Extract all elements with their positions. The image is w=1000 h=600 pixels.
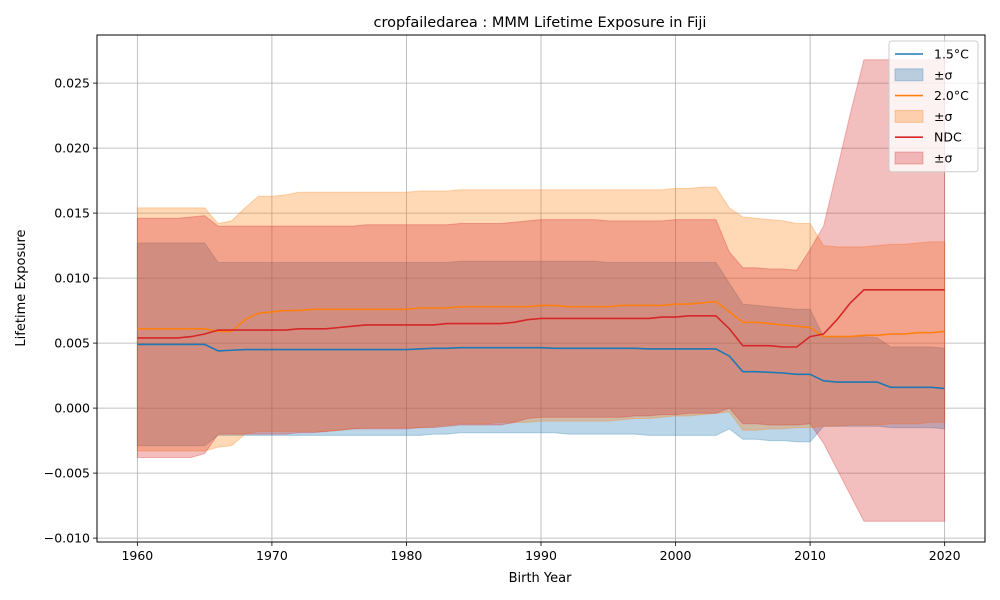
legend-box <box>888 40 979 173</box>
legend-band-swatch <box>894 68 924 82</box>
x-tick-label: 1970 <box>256 548 288 563</box>
y-tick-label: 0.000 <box>54 401 90 416</box>
legend-label: ±σ <box>934 109 952 124</box>
y-tick-label: 0.015 <box>54 206 90 221</box>
x-tick-label: 1960 <box>121 548 153 563</box>
legend-label: 2.0°C <box>934 88 969 103</box>
chart-title: cropfailedarea : MMM Lifetime Exposure i… <box>374 15 707 31</box>
x-tick-label: 2000 <box>660 548 692 563</box>
y-tick-label: −0.005 <box>44 466 90 481</box>
y-axis-ticks: −0.010 −0.005 0.000 0.005 0.010 0.015 0.020 0.0… <box>44 76 97 546</box>
legend-label: ±σ <box>934 67 952 82</box>
x-axis-ticks: 1960 1970 1980 1990 2000 2010 2020 <box>121 542 961 563</box>
legend-label: NDC <box>934 130 962 145</box>
legend-label: 1.5°C <box>934 47 969 62</box>
line-series-2 <box>137 288 945 348</box>
x-tick-label: 2020 <box>929 548 961 563</box>
legend-band-swatch <box>894 151 924 165</box>
y-tick-label: 0.010 <box>54 271 90 286</box>
band-series-2 <box>136 59 946 522</box>
y-tick-label: −0.010 <box>44 531 90 546</box>
grid <box>97 35 985 542</box>
y-tick-label: 0.005 <box>54 336 90 351</box>
x-tick-label: 2010 <box>794 548 826 563</box>
legend-label: ±σ <box>934 151 952 166</box>
y-tick-label: 0.020 <box>54 141 90 156</box>
band-series-0 <box>136 242 946 447</box>
legend: 1.5°C ±σ 2.0°C ±σ NDC ±σ <box>888 40 979 173</box>
x-tick-label: 1990 <box>525 548 557 563</box>
y-axis-label: Lifetime Exposure <box>14 229 29 346</box>
line-series-1 <box>137 300 945 338</box>
line-series-0 <box>137 343 945 390</box>
x-axis-label: Birth Year <box>509 571 573 586</box>
x-tick-label: 1980 <box>391 548 423 563</box>
mean-lines <box>137 288 945 390</box>
legend-band-swatch <box>894 109 924 123</box>
y-tick-label: 0.025 <box>54 76 90 91</box>
